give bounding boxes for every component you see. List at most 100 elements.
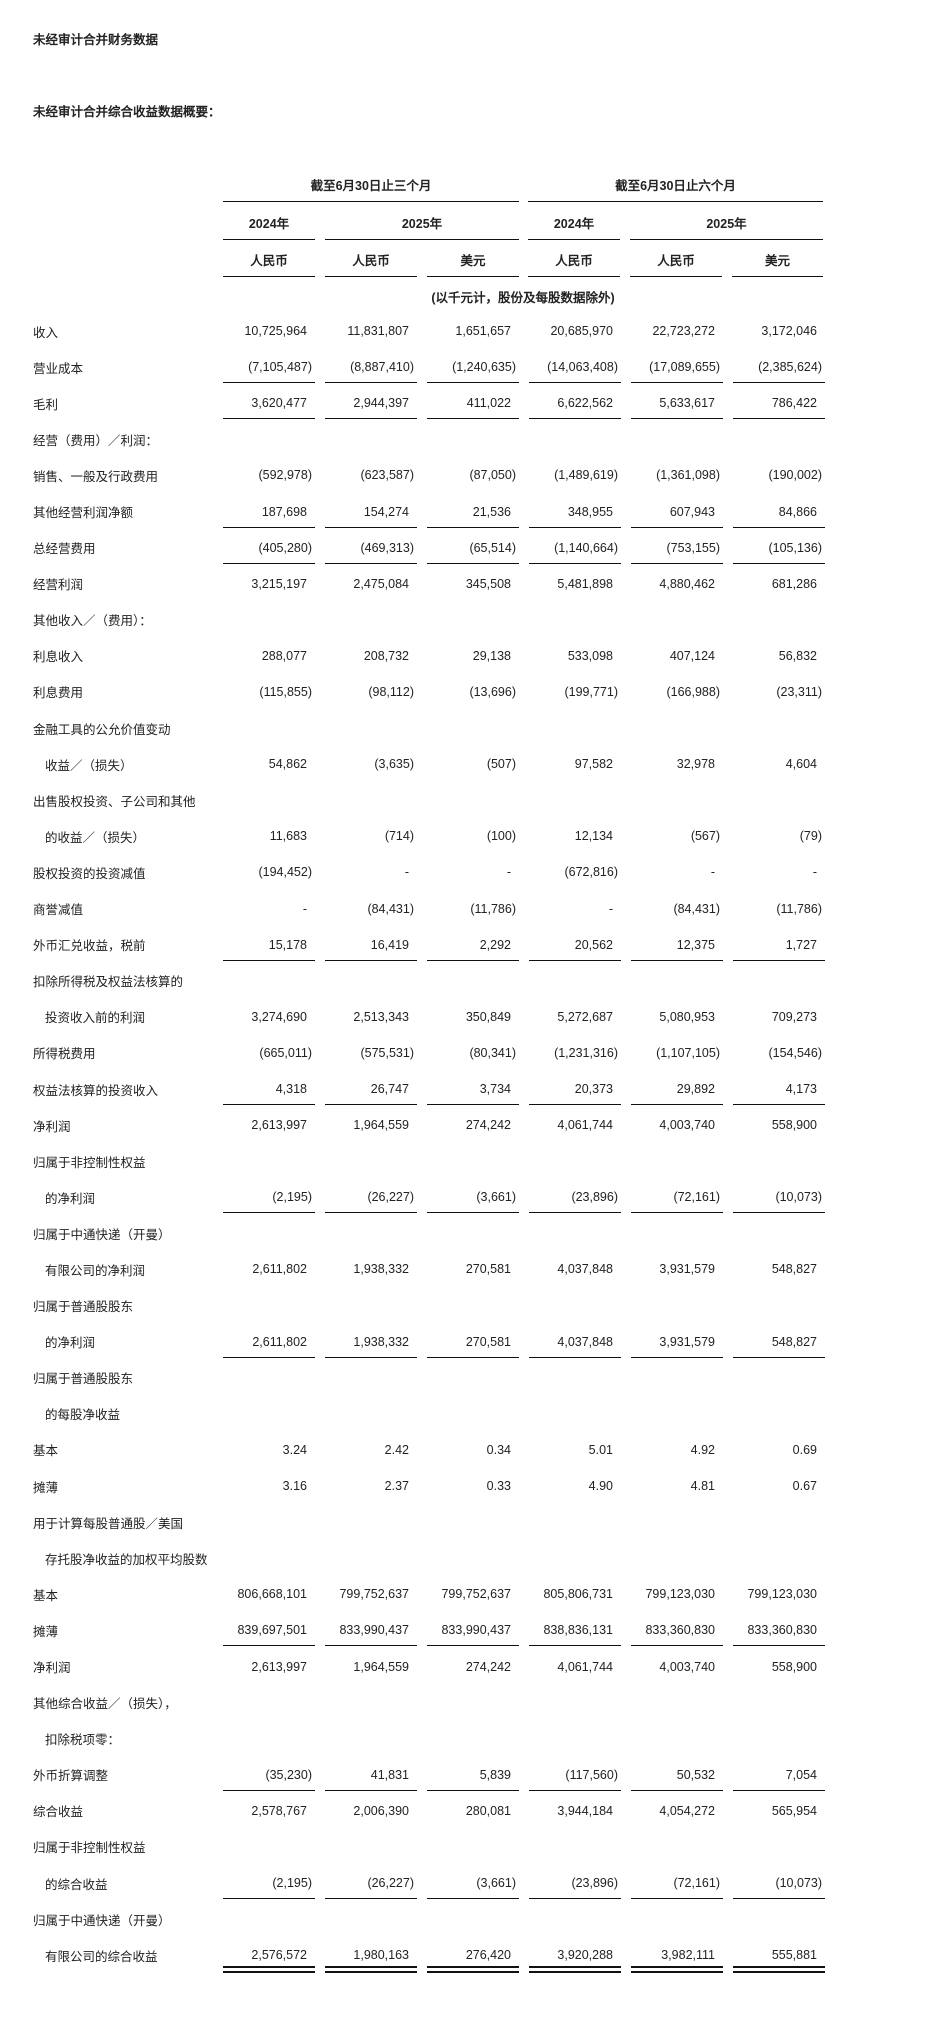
value-cell: 20,373 — [529, 1071, 621, 1107]
value-cell: 3,920,288 — [529, 1937, 621, 1974]
row-label: 综合收益 — [33, 1805, 84, 1820]
value-cell: (117,560) — [529, 1757, 621, 1793]
value-cell: 20,562 — [529, 927, 621, 963]
table-row: 收入 10,725,964 11,831,807 1,651,657 20,685,97… — [0, 313, 926, 349]
value-cell: (3,661) — [427, 1179, 519, 1215]
value-cell: 11,831,807 — [347, 324, 409, 339]
table-row: 归属于中通快递（开曼） — [0, 1901, 926, 1937]
table-row: 出售股权投资、子公司和其他 — [0, 782, 926, 818]
value-cell: 20,685,970 — [550, 324, 613, 339]
table-row: 所得税费用 (665,011) (575,531) (80,341) (1,231,31… — [0, 1035, 926, 1071]
row-label: 归属于普通股股东 — [33, 1372, 134, 1387]
value-cell: 5,272,687 — [557, 1009, 613, 1024]
row-label: 扣除税项零： — [45, 1733, 121, 1748]
value-cell: (26,227) — [325, 1179, 417, 1215]
table-row: 摊薄 3.16 2.37 0.33 4.90 4.81 0.67 — [0, 1468, 926, 1504]
value-cell: 5,633,617 — [631, 385, 723, 421]
table-row: 用于计算每股普通股／美国 — [0, 1504, 926, 1540]
row-label: 出售股权投资、子公司和其他 — [33, 794, 196, 809]
value-cell: (11,786) — [776, 901, 822, 916]
table-row: 归属于中通快递（开曼） — [0, 1215, 926, 1251]
value-cell: 3.16 — [282, 1479, 307, 1494]
value-cell: 5,080,953 — [659, 1009, 715, 1024]
value-cell: 16,419 — [325, 927, 417, 963]
value-cell: (199,771) — [564, 684, 618, 699]
value-cell: (2,195) — [223, 1865, 315, 1901]
row-label: 权益法核算的投资收入 — [33, 1083, 159, 1098]
value-cell: 3,944,184 — [557, 1803, 613, 1818]
value-cell: (17,089,655) — [631, 349, 723, 385]
row-label: 毛利 — [33, 397, 59, 412]
row-label: 归属于中通快递（开曼） — [33, 1913, 171, 1928]
value-cell: 3,274,690 — [251, 1009, 307, 1024]
currency-header: 人民币 — [630, 250, 722, 277]
value-cell: (35,230) — [223, 1757, 315, 1793]
value-cell: (1,361,098) — [656, 468, 720, 483]
value-cell: (2,385,624) — [733, 349, 825, 385]
value-cell: (72,161) — [631, 1179, 723, 1215]
value-cell: (3,635) — [374, 757, 414, 772]
row-label: 净利润 — [33, 1119, 71, 1134]
value-cell: 3.24 — [282, 1442, 307, 1457]
row-label: 扣除所得税及权益法核算的 — [33, 975, 184, 990]
table-row: 归属于普通股股东 — [0, 1360, 926, 1396]
value-cell: 5.01 — [588, 1442, 613, 1457]
table-row: 股权投资的投资减值 (194,452) - - (672,816) - - — [0, 854, 926, 890]
table-row: 综合收益 2,578,767 2,006,390 280,081 3,944,184 4,… — [0, 1793, 926, 1829]
row-label: 经营利润 — [33, 578, 84, 593]
value-cell: 2,576,572 — [223, 1937, 315, 1974]
value-cell: 533,098 — [567, 648, 613, 663]
table-row: 基本 3.24 2.42 0.34 5.01 4.92 0.69 — [0, 1432, 926, 1468]
table-row: 的综合收益 (2,195) (26,227) (3,661) (23,896) (72,1… — [0, 1865, 926, 1901]
value-cell: 2.37 — [384, 1479, 409, 1494]
row-label: 归属于非控制性权益 — [33, 1841, 146, 1856]
value-cell: 799,752,637 — [339, 1587, 409, 1602]
value-cell: 26,747 — [325, 1071, 417, 1107]
value-cell: 548,827 — [733, 1324, 825, 1360]
value-cell: 11,683 — [269, 829, 307, 844]
value-cell: 555,881 — [733, 1937, 825, 1974]
value-cell: 3,172,046 — [761, 324, 817, 339]
value-cell: 1,938,332 — [325, 1324, 417, 1360]
table-row: 存托股净收益的加权平均股数 — [0, 1540, 926, 1576]
table-row: 净利润 2,613,997 1,964,559 274,242 4,061,744 4,0… — [0, 1648, 926, 1684]
row-label: 外币汇兑收益，税前 — [33, 939, 146, 954]
value-cell: 4,880,462 — [659, 576, 715, 591]
value-cell: 607,943 — [631, 493, 723, 529]
value-cell: 806,668,101 — [237, 1587, 307, 1602]
table-row: 总经营费用 (405,280) (469,313) (65,514) (1,140,66… — [0, 530, 926, 566]
value-cell: 208,732 — [363, 648, 409, 663]
value-cell: 41,831 — [325, 1757, 417, 1793]
row-label: 销售、一般及行政费用 — [33, 469, 159, 484]
row-label: 所得税费用 — [33, 1047, 96, 1062]
year-header-row: 2024年 2025年 2024年 2025年 — [223, 213, 823, 240]
value-cell: 833,360,830 — [733, 1612, 825, 1648]
value-cell: (80,341) — [469, 1045, 516, 1060]
value-cell: 350,849 — [465, 1009, 511, 1024]
value-cell: 2,475,084 — [353, 576, 409, 591]
row-label: 有限公司的综合收益 — [45, 1949, 158, 1964]
table-row: 其他经营利润净额 187,698 154,274 21,536 348,955 607,9… — [0, 493, 926, 529]
year-header: 2024年 — [528, 213, 620, 240]
value-cell: 10,725,964 — [244, 324, 307, 339]
value-cell: 22,723,272 — [652, 324, 715, 339]
value-cell: 4,173 — [733, 1071, 825, 1107]
value-cell: (1,489,619) — [554, 468, 618, 483]
table-row: 毛利 3,620,477 2,944,397 411,022 6,622,562 5,63… — [0, 385, 926, 421]
value-cell: 84,866 — [733, 493, 825, 529]
row-label: 股权投资的投资减值 — [33, 866, 146, 881]
value-cell: (190,002) — [768, 468, 822, 483]
value-cell: 3,620,477 — [223, 385, 315, 421]
table-row: 的每股净收益 — [0, 1396, 926, 1432]
value-cell: (672,816) — [564, 865, 618, 880]
row-label: 收益／（损失） — [45, 758, 133, 773]
value-cell: - — [710, 865, 715, 880]
table-row: 金融工具的公允价值变动 — [0, 710, 926, 746]
value-cell: 15,178 — [223, 927, 315, 963]
table-row: 基本 806,668,101 799,752,637 799,752,637 805,8… — [0, 1576, 926, 1612]
value-cell: (714) — [384, 829, 414, 844]
value-cell: (3,661) — [427, 1865, 519, 1901]
value-cell: (1,107,105) — [656, 1045, 720, 1060]
table-row: 扣除税项零： — [0, 1721, 926, 1757]
table-row: 利息收入 288,077 208,732 29,138 533,098 407,124 56… — [0, 638, 926, 674]
